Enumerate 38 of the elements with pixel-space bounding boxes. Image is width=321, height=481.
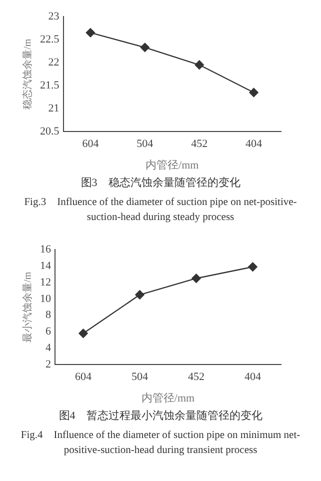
y-tick-label: 2: [46, 358, 51, 370]
y-axis-title: 稳态汽蚀余量/m: [22, 38, 34, 110]
y-tick-label: 12: [40, 276, 51, 288]
y-tick-label: 10: [40, 292, 52, 305]
y-tick-label: 20.5: [40, 125, 60, 138]
point: [192, 274, 201, 283]
x-tick-label: 404: [246, 138, 263, 150]
point: [194, 60, 204, 70]
x-tick-label: 404: [244, 371, 262, 384]
y-tick-label: 14: [40, 260, 52, 272]
y-axis-title: 最小汽蚀余量/m: [22, 272, 34, 342]
x-tick-label: 452: [188, 371, 204, 384]
x-tick-label: 604: [82, 138, 100, 150]
caption: 图3 稳态汽蚀余量随管径的变化: [80, 176, 242, 191]
x-tick-label: 504: [136, 138, 154, 150]
x-axis-title: 内管径/mm: [146, 158, 200, 172]
caption: 图4 暂态过程最小汽蚀余量随管径的变化: [58, 408, 264, 424]
y-tick-label: 16: [40, 243, 52, 256]
y-tick-label: 4: [46, 342, 52, 354]
y-tick-label: 23: [48, 10, 60, 22]
y-tick-label: 6: [46, 326, 52, 338]
y-tick-label: 22.5: [40, 33, 60, 46]
x-tick-label: 504: [132, 371, 148, 384]
x-axis-title: 内管径/mm: [141, 391, 196, 404]
y-tick-label: 22: [48, 56, 60, 68]
y-tick-label: 21: [48, 102, 60, 114]
caption: Fig.3 Influence of the diameter of suction pipe on net-positive-suction-head during steady process: [23, 196, 298, 225]
point: [249, 88, 258, 98]
caption: Fig.4 Influence of the diameter of suction pipe on minimum net-positive-suction-head during transient process: [20, 429, 302, 458]
x-tick-label: 604: [75, 371, 92, 384]
point: [248, 262, 258, 272]
point: [140, 42, 150, 52]
y-tick-label: 21.5: [40, 79, 60, 92]
y-tick-label: 8: [46, 309, 52, 322]
point: [78, 328, 88, 338]
x-tick-label: 452: [191, 138, 208, 150]
point: [135, 290, 144, 300]
point: [86, 28, 96, 38]
